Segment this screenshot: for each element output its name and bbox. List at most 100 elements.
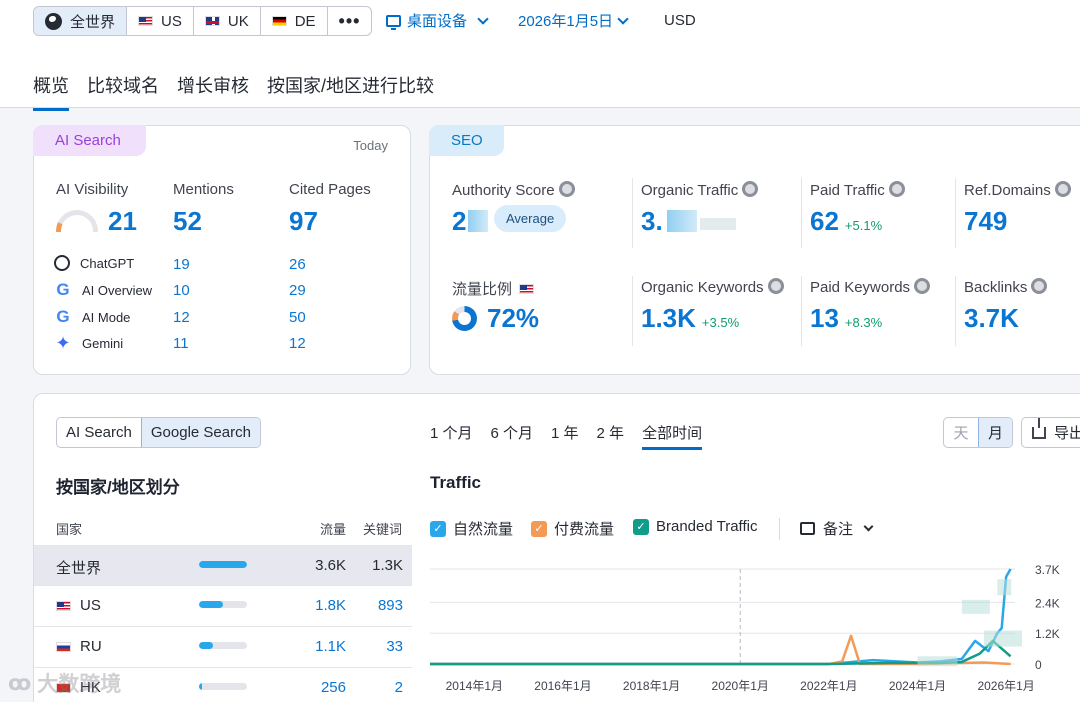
col-keywords[interactable]: 关键词 xyxy=(363,522,403,537)
period-6m[interactable]: 6 个月 xyxy=(490,425,534,442)
x-tick-label: 2022年1月 xyxy=(800,679,857,693)
backlinks-label: Backlinks xyxy=(964,278,1048,296)
llm-cited[interactable]: 29 xyxy=(289,282,306,299)
mentions-label: Mentions xyxy=(173,181,234,198)
google-icon: G xyxy=(56,307,70,326)
search-source-toggle: AI Search Google Search xyxy=(56,417,261,448)
row-traffic[interactable]: 256 xyxy=(320,679,346,696)
tab-compare-domains[interactable]: 比较域名 xyxy=(87,76,159,96)
currency-label[interactable]: USD xyxy=(664,12,696,29)
export-button[interactable]: 导出 xyxy=(1021,417,1080,448)
period-all[interactable]: 全部时间 xyxy=(642,422,703,450)
tab-compare-countries[interactable]: 按国家/地区进行比较 xyxy=(267,76,435,96)
llm-mentions[interactable]: 11 xyxy=(173,335,189,352)
day-button[interactable]: 天 xyxy=(953,425,969,442)
llm-cited[interactable]: 26 xyxy=(289,256,306,273)
info-icon[interactable] xyxy=(558,181,575,197)
llm-mentions[interactable]: 10 xyxy=(173,282,190,299)
traffic-share-value[interactable]: 72% xyxy=(487,303,540,333)
visibility-gauge-icon xyxy=(56,210,98,232)
legend-paid[interactable]: ✓ 付费流量 xyxy=(531,518,614,539)
tab-growth-audit[interactable]: 增长审核 xyxy=(177,76,249,96)
divider xyxy=(955,276,956,346)
blur-patch xyxy=(917,656,958,667)
period-1m[interactable]: 1 个月 xyxy=(430,425,473,442)
divider xyxy=(955,178,956,248)
tab-overview[interactable]: 概览 xyxy=(33,72,69,111)
traffic-chart[interactable]: 0 1.2K 2.4K 3.7K 2014年1月 2016年1月 2018年1月 2020年1… xyxy=(430,559,1080,694)
upload-icon xyxy=(1032,417,1046,439)
table-row[interactable]: 全世界 3.6K 1.3K xyxy=(34,545,412,585)
row-keywords[interactable]: 33 xyxy=(386,638,403,655)
device-selector[interactable]: 桌面设备 xyxy=(386,10,489,31)
organic-keywords-label: Organic Keywords xyxy=(641,278,784,296)
country-name: US xyxy=(56,597,101,614)
info-icon[interactable] xyxy=(1054,181,1071,197)
info-icon[interactable] xyxy=(888,181,905,197)
paid-traffic-value[interactable]: 62 +5.1% xyxy=(810,206,883,236)
llm-cited[interactable]: 12 xyxy=(289,335,306,352)
llm-mentions[interactable]: 12 xyxy=(173,309,190,326)
llm-row-ai-overview: G AI Overview xyxy=(54,280,152,299)
organic-traffic-label: Organic Traffic xyxy=(641,181,759,199)
divider xyxy=(632,276,633,346)
col-traffic[interactable]: 流量 xyxy=(320,522,347,537)
month-button[interactable]: 月 xyxy=(978,418,1012,447)
info-icon[interactable] xyxy=(914,278,931,294)
organic-keywords-value[interactable]: 1.3K +3.5% xyxy=(641,303,740,333)
traffic-title: Traffic xyxy=(430,473,482,492)
google-search-toggle[interactable]: Google Search xyxy=(140,418,260,447)
backlinks-value[interactable]: 3.7K xyxy=(964,303,1019,333)
period-tabs: 1 个月 6 个月 1 年 2 年 全部时间 xyxy=(430,422,703,450)
granularity-toggle: 天 月 xyxy=(943,417,1013,448)
row-keywords[interactable]: 893 xyxy=(377,597,403,614)
notes-dropdown[interactable]: 备注 xyxy=(800,518,874,539)
table-row[interactable]: HK 256 2 xyxy=(34,667,412,702)
llm-cited[interactable]: 50 xyxy=(289,309,306,326)
table-row[interactable]: US 1.8K 893 xyxy=(34,585,412,625)
cited-pages-value[interactable]: 97 xyxy=(289,206,318,236)
legend-branded[interactable]: ✓ Branded Traffic xyxy=(633,518,757,535)
authority-score-label: Authority Score xyxy=(452,181,575,199)
paid-keywords-value[interactable]: 13 +8.3% xyxy=(810,303,883,333)
row-traffic[interactable]: 1.8K xyxy=(315,597,346,614)
flag-hk-icon xyxy=(56,682,71,693)
legend-organic[interactable]: ✓ 自然流量 xyxy=(430,518,513,539)
info-icon[interactable] xyxy=(742,181,759,197)
period-2y[interactable]: 2 年 xyxy=(596,425,625,442)
y-tick-label: 3.7K xyxy=(1035,563,1060,577)
table-row[interactable]: RU 1.1K 33 xyxy=(34,626,412,666)
watermark-logo-icon: ꝏ xyxy=(8,671,32,695)
date-selector[interactable]: 2026年1月5日 xyxy=(518,10,629,31)
flag-ru-icon xyxy=(56,641,71,652)
organic-traffic-value[interactable]: 3. xyxy=(641,206,663,236)
y-tick-label: 2.4K xyxy=(1035,596,1060,610)
info-icon[interactable] xyxy=(767,278,784,294)
country-section-title: 按国家/地区划分 xyxy=(56,478,180,497)
authority-score-value[interactable]: 2 xyxy=(452,206,467,236)
blurred-value xyxy=(667,210,697,232)
region-selector: 全世界 US UK DE ••• xyxy=(33,6,373,36)
ai-visibility-value[interactable]: 21 xyxy=(108,206,137,236)
gemini-icon: ✦ xyxy=(55,332,71,353)
mentions-value[interactable]: 52 xyxy=(173,206,202,236)
more-regions-button[interactable]: ••• xyxy=(338,10,361,31)
info-icon[interactable] xyxy=(1031,278,1048,294)
flag-uk-icon xyxy=(204,16,220,26)
llm-mentions[interactable]: 19 xyxy=(173,256,190,273)
ref-domains-value[interactable]: 749 xyxy=(964,206,1008,236)
country-name: 全世界 xyxy=(56,560,102,577)
country-name: HK xyxy=(56,679,101,696)
region-uk[interactable]: UK xyxy=(194,7,261,35)
row-keywords[interactable]: 2 xyxy=(394,679,403,696)
row-traffic[interactable]: 1.1K xyxy=(315,638,346,655)
ai-search-card: AI Search Today AI Visibility 21 Mention… xyxy=(33,125,411,375)
region-us[interactable]: US xyxy=(127,7,194,35)
region-de[interactable]: DE xyxy=(261,7,328,35)
y-tick-label: 0 xyxy=(1035,658,1042,672)
region-worldwide[interactable]: 全世界 xyxy=(34,7,128,35)
chevron-down-icon xyxy=(477,12,489,25)
period-1y[interactable]: 1 年 xyxy=(551,425,579,442)
ai-search-toggle[interactable]: AI Search xyxy=(66,424,132,441)
row-keywords: 1.3K xyxy=(372,557,403,574)
